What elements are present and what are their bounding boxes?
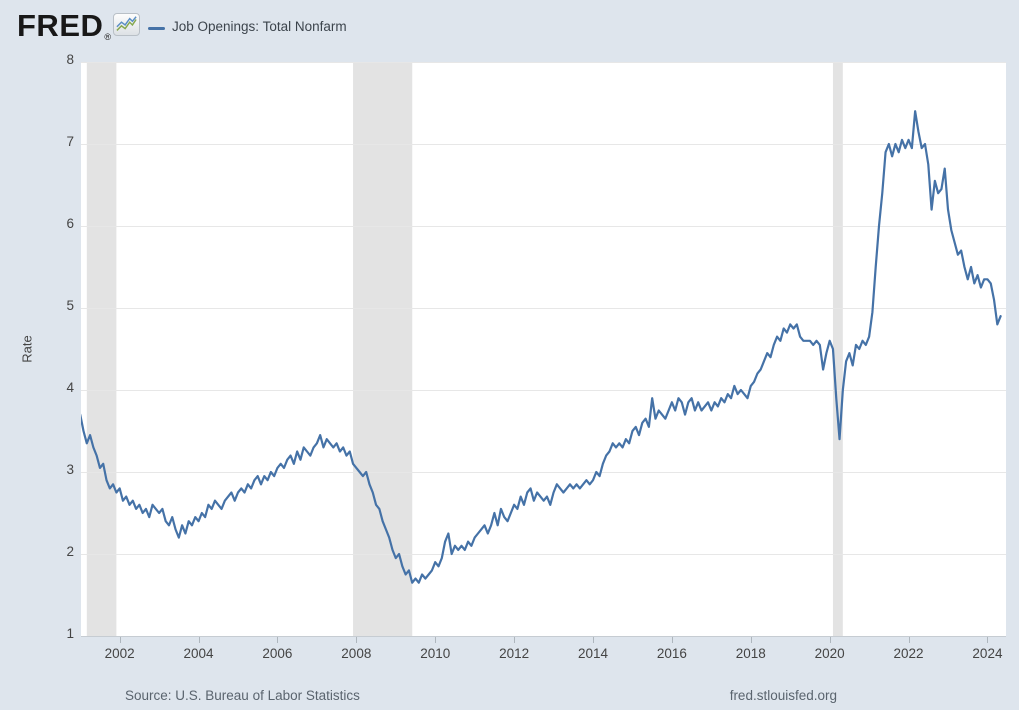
x-tick-mark xyxy=(120,637,121,643)
x-tick-label: 2020 xyxy=(814,646,845,661)
x-tick-label: 2010 xyxy=(420,646,451,661)
x-tick-mark xyxy=(435,637,436,643)
series-line xyxy=(81,110,1002,584)
site-link: fred.stlouisfed.org xyxy=(729,688,837,703)
y-tick-label: 5 xyxy=(66,298,74,313)
x-tick-mark xyxy=(751,637,752,643)
x-tick-mark xyxy=(199,637,200,643)
fred-logo-text: FRED xyxy=(17,8,104,43)
x-tick-mark xyxy=(593,637,594,643)
y-tick-label: 8 xyxy=(66,52,74,67)
legend-line-marker xyxy=(148,27,165,30)
recession-band xyxy=(353,62,413,636)
y-tick-label: 4 xyxy=(66,380,74,395)
x-tick-label: 2022 xyxy=(893,646,924,661)
x-tick-mark xyxy=(987,637,988,643)
registered-trademark: ® xyxy=(104,32,112,42)
x-axis-line xyxy=(81,636,1006,637)
x-tick-label: 2002 xyxy=(104,646,135,661)
x-tick-mark xyxy=(277,637,278,643)
y-tick-label: 3 xyxy=(66,462,74,477)
plot-area[interactable] xyxy=(81,62,1006,636)
y-tick-label: 7 xyxy=(66,134,74,149)
source-note: Source: U.S. Bureau of Labor Statistics xyxy=(125,688,360,703)
x-tick-mark xyxy=(672,637,673,643)
legend-series-label: Job Openings: Total Nonfarm xyxy=(172,19,347,34)
x-tick-mark xyxy=(909,637,910,643)
x-tick-label: 2008 xyxy=(341,646,372,661)
fred-sparkline-icon xyxy=(113,13,140,36)
y-tick-label: 2 xyxy=(66,544,74,559)
x-tick-label: 2012 xyxy=(499,646,530,661)
x-tick-label: 2018 xyxy=(735,646,766,661)
x-tick-mark xyxy=(514,637,515,643)
x-tick-label: 2014 xyxy=(577,646,609,661)
y-tick-label: 6 xyxy=(66,216,74,231)
x-tick-label: 2016 xyxy=(656,646,687,661)
x-tick-label: 2004 xyxy=(183,646,214,661)
x-tick-label: 2024 xyxy=(972,646,1003,661)
x-tick-mark xyxy=(356,637,357,643)
recession-band xyxy=(86,62,117,636)
recession-band xyxy=(832,62,843,636)
fred-logo[interactable]: FRED® xyxy=(17,8,112,44)
x-tick-label: 2006 xyxy=(262,646,293,661)
x-tick-mark xyxy=(830,637,831,643)
y-tick-label: 1 xyxy=(66,626,74,641)
y-axis-title: Rate xyxy=(19,335,35,363)
